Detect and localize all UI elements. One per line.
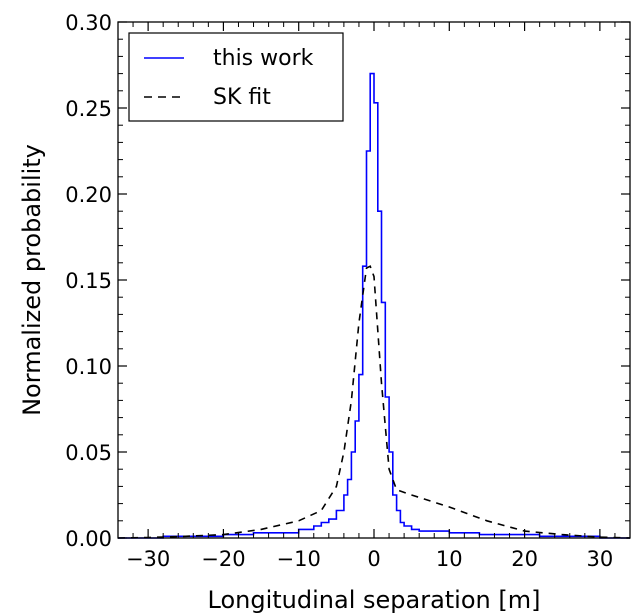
series-line-sk-fit (117, 265, 631, 539)
y-tick-label: 0.25 (65, 97, 112, 121)
y-tick-label: 0.15 (65, 269, 112, 293)
legend-label-this-work: this work (213, 46, 314, 71)
y-tick-label: 0.30 (65, 11, 112, 35)
y-tick-label: 0.20 (65, 183, 112, 207)
y-tick-label: 0.00 (65, 527, 112, 551)
y-tick-label: 0.05 (65, 441, 112, 465)
x-tick-label: −20 (201, 547, 245, 571)
x-tick-label: 0 (367, 547, 380, 571)
x-tick-label: 20 (511, 547, 538, 571)
y-tick-label: 0.10 (65, 355, 112, 379)
y-axis-label: Normalized probability (18, 144, 46, 416)
plot-area: −30 −20 −10 0 10 20 30 0.00 0.05 0.10 0.15 0.20 0.25… (65, 11, 631, 571)
legend: this work SK fit (128, 32, 344, 122)
x-axis-label: Longitudinal separation [m] (208, 586, 541, 614)
x-tick-label: 30 (587, 547, 614, 571)
series-line-this-work (118, 72, 630, 539)
series-layer (117, 72, 631, 539)
x-tick-label: 10 (436, 547, 463, 571)
x-tick-label: −10 (277, 547, 321, 571)
ticks-layer: −30 −20 −10 0 10 20 30 0.00 0.05 0.10 0.15 0.20 0.25… (65, 11, 631, 571)
legend-box (128, 32, 344, 122)
x-tick-label: −30 (126, 547, 170, 571)
legend-label-sk-fit: SK fit (213, 85, 271, 110)
